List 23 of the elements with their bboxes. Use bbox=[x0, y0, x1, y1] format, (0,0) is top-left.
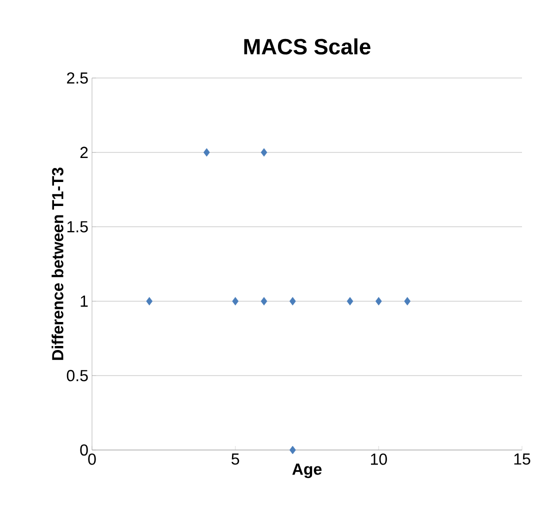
chart-title: MACS Scale bbox=[244, 38, 370, 55]
point bbox=[260, 148, 268, 157]
y-tick-label: 0.5 bbox=[66, 370, 88, 382]
y-tick-label: 2.5 bbox=[67, 72, 88, 84]
y-axis-title: Difference between T1-T3 bbox=[52, 168, 64, 360]
point bbox=[260, 297, 268, 306]
point bbox=[232, 297, 239, 306]
x-tick-label: 0 bbox=[88, 454, 96, 465]
point bbox=[289, 297, 296, 306]
point bbox=[203, 148, 210, 157]
y-tick-label: 2 bbox=[80, 146, 88, 158]
x-tick-label: 5 bbox=[232, 454, 240, 465]
x-axis-title: Age bbox=[292, 464, 322, 478]
y-tick-label: 1 bbox=[80, 296, 88, 307]
x-tick-label: 10 bbox=[370, 454, 387, 465]
x-tick-label: 15 bbox=[514, 454, 530, 465]
point bbox=[289, 446, 296, 454]
y-tick-label: 0 bbox=[80, 444, 88, 456]
point bbox=[404, 297, 411, 306]
y-tick-label: 1.5 bbox=[67, 221, 88, 232]
point bbox=[346, 297, 354, 306]
point bbox=[146, 297, 153, 306]
point bbox=[375, 297, 382, 306]
